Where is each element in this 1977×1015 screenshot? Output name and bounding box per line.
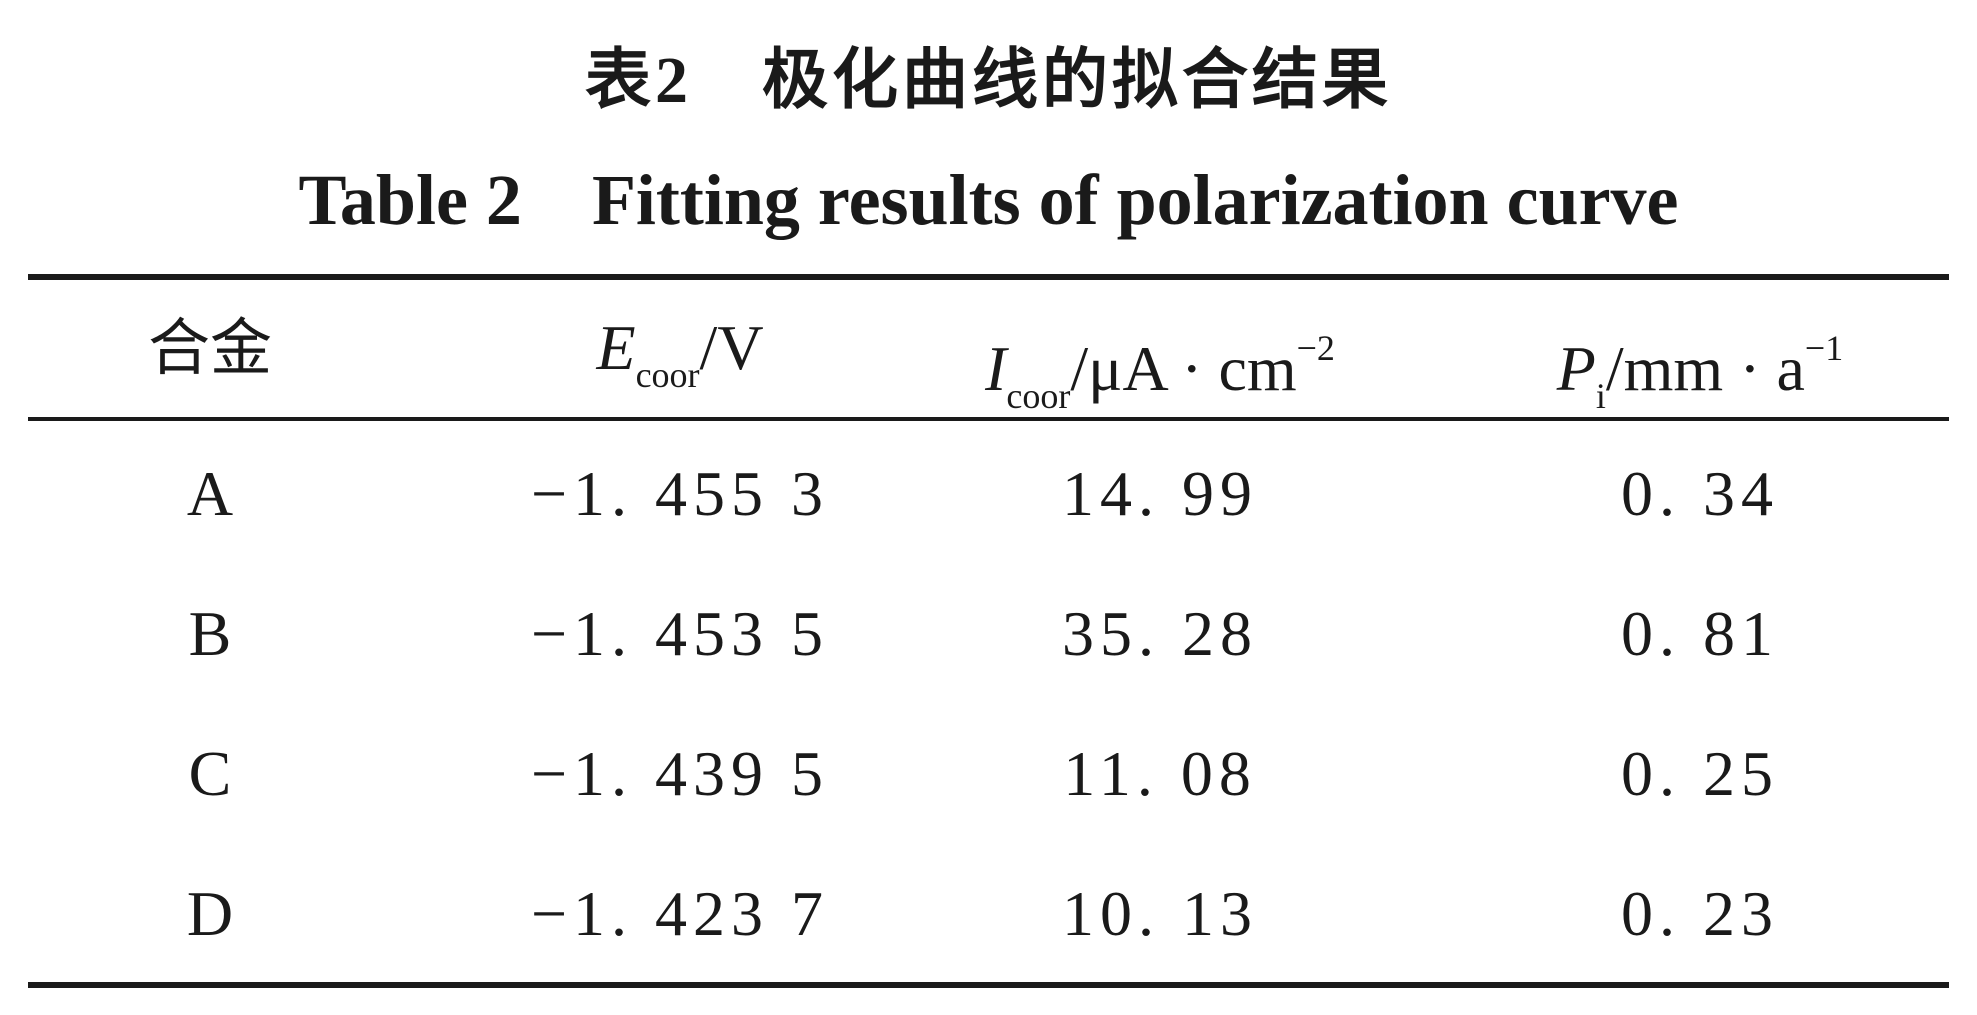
header-ecorr-subscript: coor <box>635 355 700 395</box>
header-pi-superscript: −1 <box>1804 328 1844 368</box>
row-a-alloy: A <box>186 458 234 529</box>
title-en-text: Fitting results of polarization curve <box>591 160 1679 240</box>
table-title-english: Table 2 Fitting results of polarization c… <box>0 150 1977 250</box>
row-d-icorr: 10. 13 <box>1062 878 1258 949</box>
header-ecorr-symbol: E <box>596 312 636 383</box>
row-c-alloy: C <box>188 738 232 809</box>
row-d-ecorr: −1. 423 7 <box>530 878 830 949</box>
header-pi-unit: /mm · a <box>1605 333 1805 404</box>
table-header-rule <box>28 417 1949 421</box>
row-b-icorr: 35. 28 <box>1062 598 1258 669</box>
header-icorr: Icoor/μA · cm−2 <box>880 308 1440 436</box>
title-cn-number: 2 <box>655 44 692 117</box>
title-en-prefix: Table 2 <box>298 160 522 240</box>
table-title-chinese: 表2 极化曲线的拟合结果 <box>0 30 1977 131</box>
row-a-pi: 0. 34 <box>1621 458 1779 529</box>
table-bottom-rule <box>28 982 1949 988</box>
row-d-alloy: D <box>186 878 234 949</box>
row-a-ecorr: −1. 455 3 <box>530 458 830 529</box>
row-c-pi: 0. 25 <box>1621 738 1779 809</box>
row-c-ecorr: −1. 439 5 <box>530 738 830 809</box>
header-icorr-symbol: I <box>985 333 1007 404</box>
header-pi-subscript: i <box>1595 376 1606 416</box>
header-ecorr-unit: /V <box>699 312 764 383</box>
title-cn-prefix: 表 <box>585 41 655 118</box>
row-c-icorr: 11. 08 <box>1063 738 1257 809</box>
header-pi: Pi/mm · a−1 <box>1440 308 1960 436</box>
row-d-pi: 0. 23 <box>1621 878 1779 949</box>
header-icorr-subscript: coor <box>1006 376 1071 416</box>
row-a-icorr: 14. 99 <box>1062 458 1258 529</box>
table-top-rule <box>28 274 1949 280</box>
header-ecorr: Ecoor/V <box>420 308 940 415</box>
row-b-pi: 0. 81 <box>1621 598 1779 669</box>
title-cn-text: 极化曲线的拟合结果 <box>762 41 1392 118</box>
header-alloy: 合金 <box>147 311 272 384</box>
header-icorr-superscript: −2 <box>1296 328 1335 368</box>
header-icorr-unit: /μA · cm <box>1070 333 1297 404</box>
row-b-alloy: B <box>188 598 232 669</box>
header-pi-symbol: P <box>1556 333 1596 404</box>
row-b-ecorr: −1. 453 5 <box>530 598 830 669</box>
